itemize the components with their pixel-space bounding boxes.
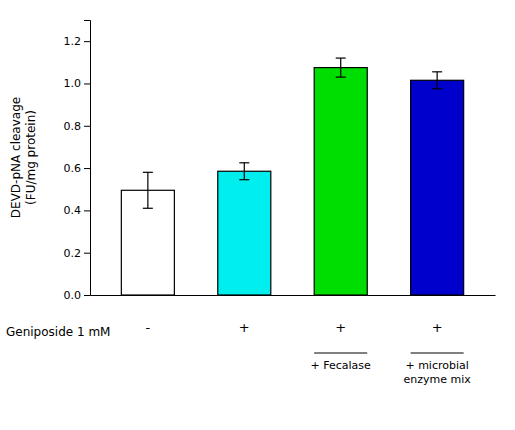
annotation-line: + Fecalase (311, 359, 372, 372)
error-bar-cap (336, 77, 346, 78)
bar (411, 80, 464, 295)
y-label-line: (FU/mg protein) (24, 110, 38, 205)
error-bar-cap (239, 179, 249, 180)
error-bar-cap (432, 71, 442, 72)
y-tick: 1.2 (64, 35, 91, 48)
x-tick: + (432, 320, 443, 335)
y-tick: 0.4 (64, 204, 91, 217)
annotation: + Fecalase (311, 359, 372, 372)
y-tick-label: 0.6 (64, 162, 82, 175)
y-tick-label: 0.8 (64, 120, 82, 133)
error-bar-cap (143, 172, 153, 173)
x-label: Geniposide 1 mM (6, 325, 110, 339)
x-tick: + (239, 320, 250, 335)
error-bar-cap (432, 88, 442, 89)
error-bar-stem (340, 58, 341, 77)
y-tick-mark (84, 295, 90, 296)
y-tick-label: 1.2 (64, 35, 82, 48)
error-bar (432, 72, 442, 89)
y-tick-mark (84, 83, 90, 84)
y-tick-label: 0.4 (64, 204, 82, 217)
y-axis: 0.0 0.2 0.4 0.6 0.8 1.0 1.2 (64, 21, 91, 303)
plot: 0.0 0.2 0.4 0.6 0.8 1.0 1.2 - + + + (64, 21, 496, 336)
x-tick-label: - (146, 320, 151, 335)
error-bar-cap (143, 208, 153, 209)
bar (218, 171, 271, 295)
y-tick-label: 0.0 (64, 289, 82, 302)
x-tick-label: + (432, 320, 443, 335)
y-tick-mark (84, 210, 90, 211)
x-tick-label: + (239, 320, 250, 335)
annotation-bracket (314, 353, 367, 354)
y-tick: 0.0 (64, 289, 91, 302)
error-bar-cap (336, 57, 346, 58)
y-tick: 1.0 (64, 77, 91, 90)
x-axis-line (91, 295, 496, 296)
y-tick-mark (84, 253, 90, 254)
y-tick-mark (84, 168, 90, 169)
annotation-bracket (411, 353, 464, 354)
y-tick-mark (84, 126, 90, 127)
error-bar (336, 58, 346, 77)
bar (314, 68, 367, 295)
y-tick: 0.8 (64, 120, 91, 133)
y-tick: 0.6 (64, 162, 91, 175)
y-label: DEVD-pNA cleavage(FU/mg protein) (9, 97, 38, 218)
annotation: + microbialenzyme mix (403, 359, 471, 386)
error-bar-stem (244, 163, 245, 180)
error-bar (143, 172, 153, 208)
error-bar-stem (437, 72, 438, 89)
y-tick-label: 1.0 (64, 77, 82, 90)
y-tick-label: 0.2 (64, 247, 82, 260)
annotation-line: enzyme mix (403, 373, 471, 386)
x-tick: + (335, 320, 346, 335)
x-tick: - (146, 320, 151, 335)
y-tick-mark (84, 41, 90, 42)
x-axis: - + + + (91, 296, 496, 336)
y-label-line: DEVD-pNA cleavage (9, 97, 23, 218)
y-axis-line (84, 21, 91, 296)
error-bar-stem (147, 172, 148, 208)
error-bar (239, 163, 249, 180)
marks (121, 58, 463, 295)
annotation-line: + microbial (405, 359, 468, 372)
y-tick: 0.2 (64, 247, 91, 260)
error-bar-cap (239, 162, 249, 163)
chart: 0.0 0.2 0.4 0.6 0.8 1.0 1.2 - + + + Geniposide 1 mM… (0, 0, 515, 430)
x-tick-label: + (335, 320, 346, 335)
